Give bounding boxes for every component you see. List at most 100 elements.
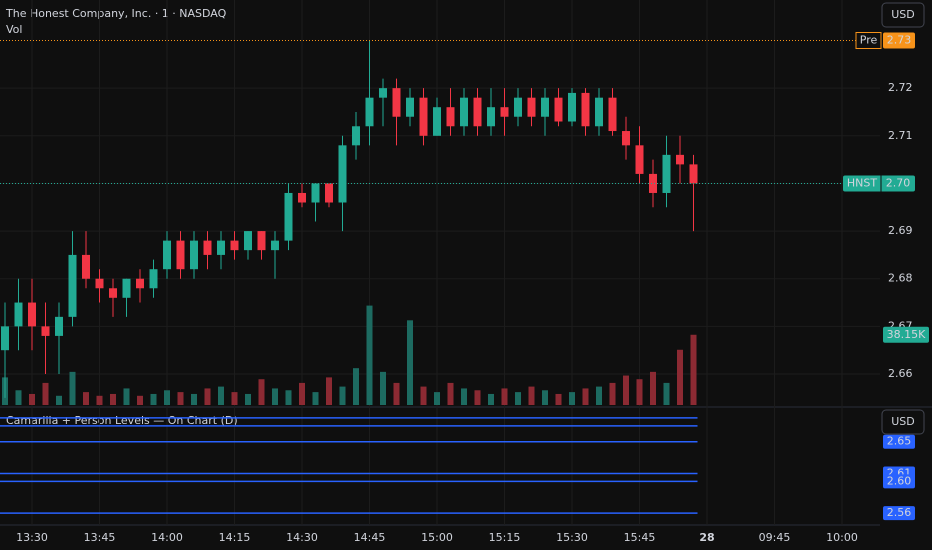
x-tick-label: 14:15 xyxy=(219,531,251,544)
volume-bar xyxy=(353,368,359,405)
candle-body xyxy=(473,97,482,127)
candle-body xyxy=(446,107,455,127)
candle-body xyxy=(298,192,306,203)
candle-body xyxy=(41,326,50,336)
volume-bar xyxy=(245,393,251,405)
y-tick-label: 2.72 xyxy=(888,81,913,94)
volume-last-box xyxy=(883,326,929,343)
x-tick-label: 09:45 xyxy=(759,531,791,544)
candle-body xyxy=(460,97,468,127)
volume-bar xyxy=(15,390,22,405)
premarket-price-box xyxy=(883,32,915,49)
volume-bar xyxy=(339,386,346,405)
candle-body xyxy=(190,240,198,270)
volume-bar xyxy=(164,390,170,405)
last-price-tag-box xyxy=(843,175,915,192)
volume-bar xyxy=(177,392,184,405)
volume-bar xyxy=(623,375,629,405)
candle-body xyxy=(662,154,671,193)
candle-body xyxy=(595,97,603,127)
currency-button[interactable] xyxy=(881,2,925,28)
candle-body xyxy=(217,240,225,255)
volume-bar xyxy=(515,392,521,405)
volume-bar xyxy=(110,393,116,405)
candle-body xyxy=(68,254,77,317)
volume-bar xyxy=(123,388,130,405)
volume-bar xyxy=(285,390,292,405)
candle-body xyxy=(365,97,374,127)
volume-bar xyxy=(569,392,575,405)
y-tick-label: 2.68 xyxy=(888,272,913,285)
candle-body xyxy=(109,288,117,298)
candle-body xyxy=(95,278,104,289)
premarket-tag-box xyxy=(855,32,882,49)
x-tick-label: 15:15 xyxy=(489,531,521,544)
volume-bar xyxy=(501,388,508,405)
volume-bar xyxy=(380,371,386,405)
candle-body xyxy=(419,97,428,136)
candle-body xyxy=(338,145,347,203)
volume-title: Vol xyxy=(6,23,22,36)
x-tick-label: 14:30 xyxy=(286,531,318,544)
volume-bar xyxy=(150,393,157,405)
volume-bar xyxy=(231,392,238,405)
candle-body xyxy=(28,302,36,327)
candle-body xyxy=(325,183,333,203)
candle-body xyxy=(257,231,266,251)
candle-body xyxy=(514,97,522,117)
volume-bar xyxy=(447,382,454,405)
candle-body xyxy=(55,316,63,336)
level-label: 2.60 xyxy=(887,474,912,487)
candle-body xyxy=(554,97,563,122)
candle-body xyxy=(1,326,9,351)
candle-body xyxy=(676,154,684,165)
volume-bar xyxy=(596,386,602,405)
volume-bar xyxy=(528,386,535,405)
x-tick-label: 10:00 xyxy=(826,531,858,544)
candle-body xyxy=(149,269,158,289)
x-tick-label: 28 xyxy=(699,531,714,544)
volume-bar xyxy=(407,320,413,405)
volume-bar xyxy=(366,305,373,405)
candle-body xyxy=(608,97,617,132)
volume-bar xyxy=(488,393,494,405)
volume-bar xyxy=(636,379,643,405)
candle-body xyxy=(163,240,171,270)
candle-body xyxy=(500,107,509,117)
candle-body xyxy=(568,92,576,122)
candle-body xyxy=(311,183,320,203)
candle-body xyxy=(541,97,549,117)
candle-body xyxy=(203,240,212,255)
volume-bar xyxy=(461,388,467,405)
volume-bar xyxy=(69,371,76,405)
candle-body xyxy=(406,97,414,117)
volume-bar xyxy=(299,382,305,405)
candle-body xyxy=(433,107,441,136)
candle-body xyxy=(527,97,536,117)
x-tick-label: 14:00 xyxy=(151,531,183,544)
volume-bar xyxy=(609,382,616,405)
y-tick-label: 2.71 xyxy=(888,129,913,142)
y-tick-label: 2.66 xyxy=(888,367,913,380)
level-label-box xyxy=(883,474,915,489)
x-tick-label: 15:45 xyxy=(624,531,656,544)
volume-bar xyxy=(677,349,683,405)
candle-body xyxy=(230,240,239,251)
level-label: 2.65 xyxy=(887,435,912,448)
candle-body xyxy=(581,92,590,127)
currency-label[interactable]: USD xyxy=(891,8,915,21)
volume-bar xyxy=(272,388,278,405)
premarket-tag: Pre xyxy=(860,34,878,47)
volume-bar xyxy=(191,393,197,405)
indicator-currency-button[interactable] xyxy=(881,409,925,435)
last-price-tag: HNST xyxy=(847,176,877,189)
candle-body xyxy=(82,254,90,279)
last-price: 2.70 xyxy=(886,176,911,189)
level-label: 2.56 xyxy=(887,506,912,519)
candle-body xyxy=(14,302,23,327)
volume-bar xyxy=(663,382,670,405)
candle-body xyxy=(176,240,185,270)
candle-body xyxy=(352,126,360,146)
volume-bar xyxy=(555,393,562,405)
indicator-currency-label[interactable]: USD xyxy=(891,415,915,428)
